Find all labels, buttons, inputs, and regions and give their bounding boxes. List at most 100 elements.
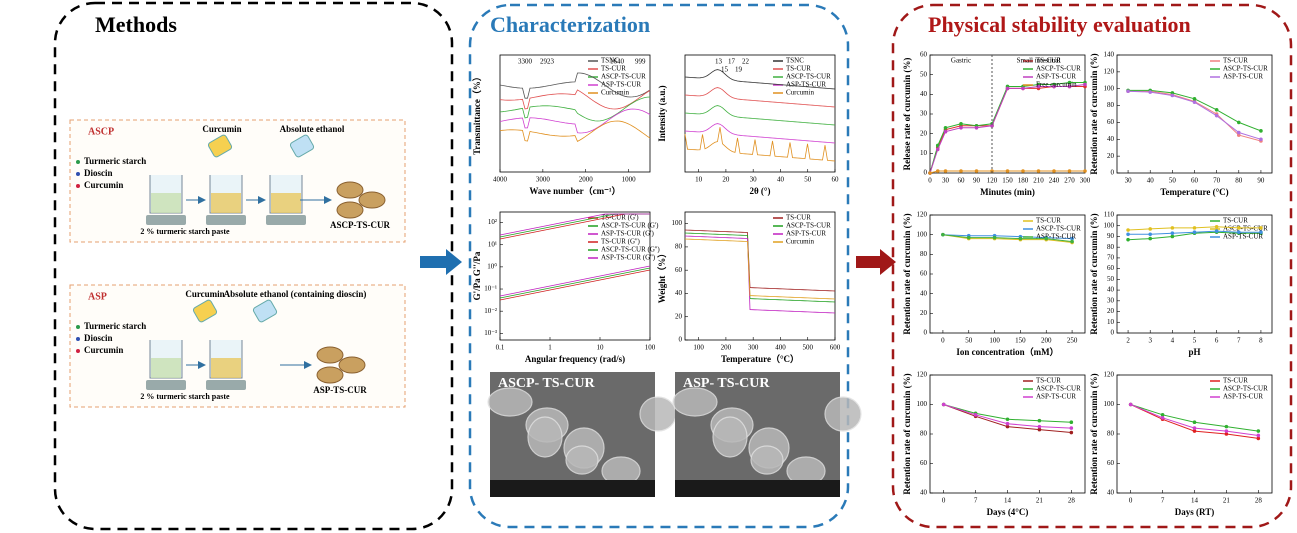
x-tick-label: 8 — [1259, 337, 1263, 345]
y-tick-label: 60 — [920, 51, 928, 59]
data-point — [1256, 429, 1261, 433]
stirrer — [266, 215, 306, 225]
stability-panel — [891, 3, 1293, 529]
paste-label: 2 % turmeric starch paste — [140, 392, 230, 401]
data-point — [1126, 232, 1130, 237]
data-point — [935, 147, 940, 152]
liquid — [271, 193, 301, 213]
peak-label: 2923 — [540, 58, 555, 66]
legend-label: ASP-TS-CUR (G') — [601, 230, 654, 238]
y-tick-label: 40 — [920, 489, 928, 497]
data-point — [941, 402, 946, 407]
x-tick-label: 50 — [804, 176, 812, 184]
y-tick-label: 110 — [1104, 211, 1115, 219]
x-tick-label: 100 — [645, 344, 656, 352]
sem-label: ASCP- TS-CUR — [498, 376, 595, 391]
peak-label: 19 — [735, 66, 743, 74]
sem-info-bar — [675, 480, 840, 497]
spectrum-curve — [499, 108, 651, 134]
legend-label: ASCP-TS-CUR (G'') — [601, 246, 660, 254]
legend-label: TS-CUR (G'') — [601, 238, 641, 246]
legend-label: TSNC — [786, 57, 804, 65]
curcumin-label: Curcumin — [185, 289, 224, 299]
spectrum-curve — [684, 232, 836, 303]
x-tick-label: 2000 — [579, 176, 594, 184]
x-tick-label: 200 — [721, 344, 732, 352]
legend-label: ASCP-TS-CUR — [1036, 225, 1081, 233]
characterization-title: Characterization — [490, 12, 650, 37]
data-point — [1148, 90, 1153, 94]
data-point — [992, 235, 997, 240]
y-axis-label: G'/Pa G''/Pa — [472, 251, 482, 300]
legend-label: ASP-TS-CUR — [786, 81, 826, 89]
data-point — [1067, 84, 1072, 89]
y-tick-label: 100 — [917, 400, 928, 408]
series-line — [942, 234, 1073, 243]
liquid — [211, 358, 241, 378]
data-point — [959, 125, 963, 130]
spectrum-curve — [684, 238, 836, 300]
y-tick-label: 40 — [1107, 489, 1115, 497]
y-tick-label: 60 — [1107, 459, 1115, 467]
x-tick-label: 250 — [1067, 337, 1078, 345]
data-point — [990, 124, 994, 128]
x-tick-label: 80 — [1235, 177, 1243, 185]
x-tick-label: 180 — [1018, 177, 1029, 185]
y-tick-label: 80 — [1107, 430, 1115, 438]
data-point — [1083, 169, 1087, 173]
legend-label: TS-CUR (G') — [601, 214, 639, 222]
data-point — [1192, 420, 1197, 425]
box-label: ASCP — [88, 126, 114, 137]
data-point — [1036, 84, 1041, 89]
x-tick-label: 30 — [942, 177, 950, 185]
x-axis-label: Minutes (min) — [980, 187, 1035, 197]
legend-text: Dioscin — [84, 168, 113, 178]
legend-dot — [76, 160, 80, 164]
y-tick-label: 50 — [920, 70, 928, 78]
sem-particle — [750, 445, 784, 475]
data-point — [1236, 230, 1241, 234]
data-point — [1259, 137, 1263, 142]
x-tick-label: 210 — [1033, 177, 1044, 185]
sem-particle — [527, 416, 563, 458]
data-point — [1067, 169, 1072, 173]
legend-text: Dioscin — [84, 333, 113, 343]
data-point — [1236, 133, 1241, 137]
y-tick-label: 60 — [675, 266, 683, 274]
legend-label: ASCP-TS-CUR — [1223, 225, 1268, 233]
peak-label: 999 — [635, 58, 646, 66]
peak-label: 1640 — [610, 58, 625, 66]
x-tick-label: 10 — [597, 344, 605, 352]
data-point — [1005, 417, 1010, 422]
legend-label: ASP-TS-CUR — [601, 81, 641, 89]
data-point — [974, 125, 979, 130]
y-tick-label: 10⁻³ — [484, 329, 497, 337]
phase-label: Gastric — [951, 57, 971, 65]
x-tick-label: 20 — [722, 176, 730, 184]
arrow — [856, 249, 896, 275]
legend-label: Curcumin — [786, 238, 814, 246]
y-tick-label: 60 — [920, 270, 928, 278]
data-point — [1069, 426, 1074, 430]
legend-label: ASP-TS-CUR — [786, 230, 826, 238]
legend-label: ASP-TS-CUR — [1223, 233, 1263, 241]
legend-label: TS-CUR — [1223, 217, 1248, 225]
x-tick-label: 500 — [802, 344, 813, 352]
particle — [316, 366, 344, 384]
stirrer — [206, 380, 246, 390]
stirrer — [206, 215, 246, 225]
data-point — [1192, 429, 1197, 433]
x-tick-label: 10 — [695, 176, 703, 184]
spectrum-curve — [499, 96, 651, 122]
sem-label: ASP- TS-CUR — [683, 376, 770, 391]
x-axis-label: Angular frequency (rad/s) — [525, 354, 625, 364]
data-point — [959, 122, 963, 126]
y-tick-label: 90 — [1107, 232, 1115, 240]
particle — [338, 356, 366, 374]
y-tick-label: 30 — [1107, 296, 1115, 304]
legend-label: ASCP-TS-CUR — [786, 73, 831, 81]
data-point — [1224, 429, 1229, 433]
x-tick-label: 150 — [1002, 177, 1013, 185]
y-tick-label: 20 — [920, 129, 928, 137]
data-point — [1214, 225, 1219, 229]
